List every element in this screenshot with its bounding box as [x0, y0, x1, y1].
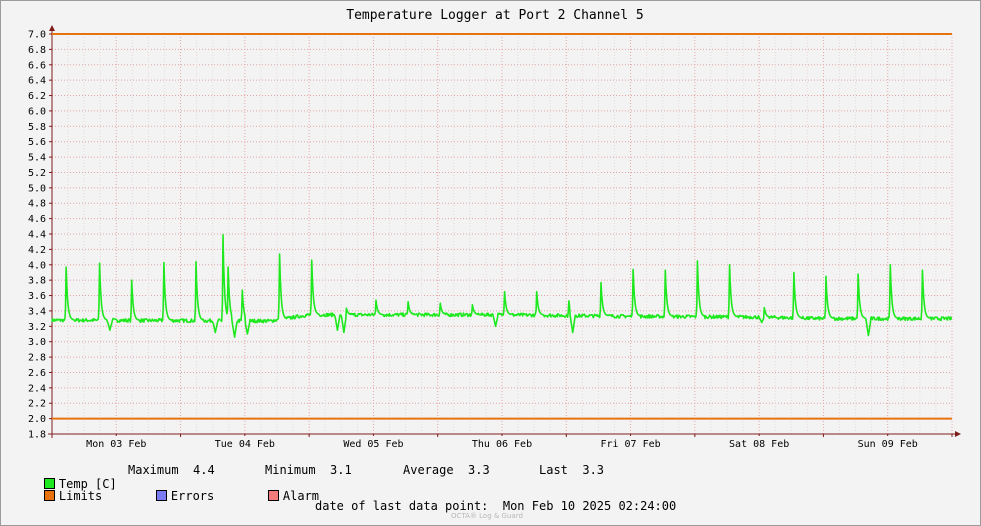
- min-label: Minimum: [265, 463, 316, 477]
- y-tick-label: 2.0: [28, 414, 46, 425]
- temperature-chart: Temperature Logger at Port 2 Channel 5 1…: [28, 8, 961, 451]
- temp-swatch: [43, 478, 55, 489]
- limits-swatch: [43, 490, 55, 501]
- max-value: 4.4: [193, 463, 215, 477]
- limit-lines: [52, 33, 952, 420]
- y-tick-label: 1.8: [28, 430, 46, 441]
- axes: [48, 25, 961, 438]
- x-tick-label: Fri 07 Feb: [600, 439, 660, 450]
- y-tick-label: 6.6: [28, 60, 46, 71]
- max-label: Maximum: [128, 463, 179, 477]
- y-tick-label: 5.8: [28, 122, 46, 133]
- temp-line: [51, 234, 953, 338]
- y-tick-label: 2.6: [28, 368, 46, 379]
- x-axis-arrow: [955, 431, 961, 437]
- avg-value: 3.3: [468, 463, 490, 477]
- y-tick-label: 4.8: [28, 199, 46, 210]
- legend-avg: Average 3.3: [403, 463, 490, 477]
- y-tick-label: 2.2: [28, 399, 46, 410]
- y-tick-label: 6.4: [28, 76, 46, 87]
- last-point-label: date of last data point:: [315, 499, 489, 513]
- legend-limits: Limits: [15, 475, 102, 517]
- y-tick-label: 3.2: [28, 322, 46, 333]
- y-tick-label: 2.4: [28, 383, 46, 394]
- last-data-point: date of last data point: Mon Feb 10 2025…: [315, 499, 676, 513]
- y-tick-label: 3.0: [28, 337, 46, 348]
- avg-label: Average: [403, 463, 454, 477]
- alarm-label: Alarm: [282, 489, 320, 503]
- legend-temp: Temp [C]: [58, 477, 117, 491]
- x-tick-label: Sun 09 Feb: [858, 439, 918, 450]
- y-tick-label: 3.6: [28, 291, 46, 302]
- errors-swatch: [155, 490, 167, 501]
- y-tick-label: 7.0: [28, 30, 46, 41]
- y-axis-arrow: [49, 25, 55, 31]
- legend-row-1: Temp [C]: [15, 463, 117, 505]
- last-label: Last: [539, 463, 568, 477]
- x-tick-label: Thu 06 Feb: [472, 439, 532, 450]
- chart-title: Temperature Logger at Port 2 Channel 5: [346, 8, 643, 23]
- x-tick-label: Wed 05 Feb: [343, 439, 403, 450]
- y-tick-label: 6.0: [28, 106, 46, 117]
- legend-min: Minimum 3.1: [265, 463, 352, 477]
- legend-errors: Errors: [127, 475, 214, 517]
- y-tick-label: 4.6: [28, 214, 46, 225]
- last-point-value: Mon Feb 10 2025 02:24:00: [502, 499, 677, 513]
- tick-labels: 1.8 2.0 2.2 2.4 2.6 2.8 3.0 3.2 3.4 3.6 3.8 4.0 4.2 4…: [28, 30, 918, 451]
- x-tick-label: Mon 03 Feb: [86, 439, 146, 450]
- legend-alarm: Alarm: [239, 475, 319, 517]
- y-tick-label: 4.2: [28, 245, 46, 256]
- grid: [51, 33, 953, 435]
- y-tick-label: 3.8: [28, 276, 46, 287]
- x-tick-label: Tue 04 Feb: [215, 439, 275, 450]
- min-value: 3.1: [330, 463, 352, 477]
- y-tick-label: 6.8: [28, 45, 46, 56]
- legend-max: Maximum 4.4: [128, 463, 215, 477]
- x-tick-label: Sat 08 Feb: [729, 439, 789, 450]
- credit-text: OCTA® Log & Guard: [451, 512, 523, 520]
- legend-last: Last 3.3: [539, 463, 604, 477]
- y-tick-label: 3.4: [28, 306, 46, 317]
- y-tick-label: 4.4: [28, 230, 46, 241]
- alarm-swatch: [267, 490, 279, 501]
- errors-label: Errors: [170, 489, 215, 503]
- last-value: 3.3: [582, 463, 605, 477]
- y-tick-label: 6.2: [28, 91, 46, 102]
- y-tick-label: 5.4: [28, 153, 46, 164]
- y-tick-label: 5.0: [28, 183, 46, 194]
- y-tick-label: 4.0: [28, 260, 46, 271]
- y-tick-label: 5.6: [28, 137, 46, 148]
- y-tick-label: 2.8: [28, 353, 46, 364]
- limits-label: Limits: [58, 489, 103, 503]
- temp-series: [51, 234, 953, 338]
- y-tick-label: 5.2: [28, 168, 46, 179]
